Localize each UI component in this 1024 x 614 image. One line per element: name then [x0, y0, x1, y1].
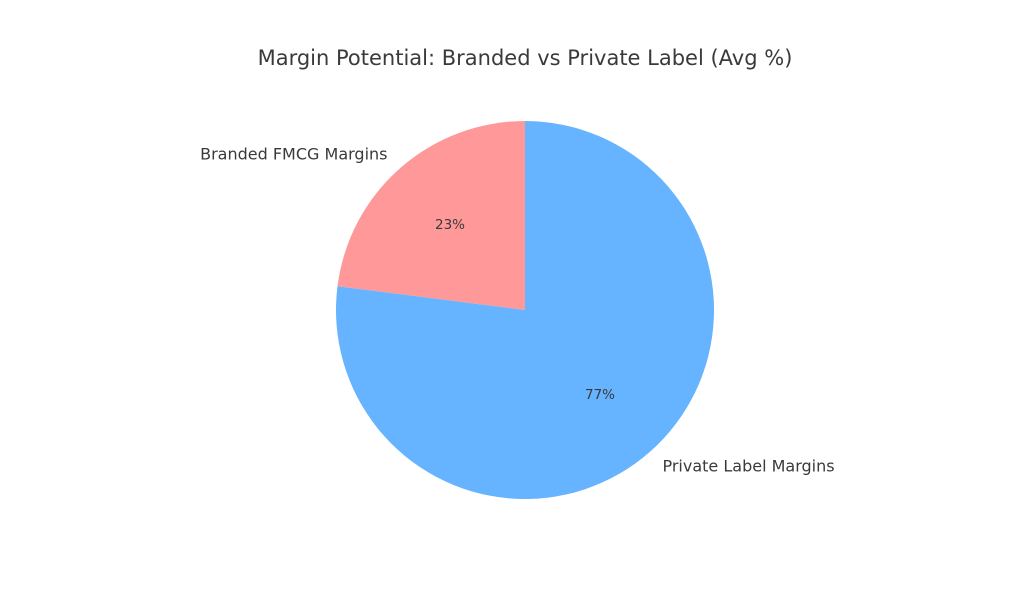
pie-slice-0: [337, 121, 525, 310]
slice-percent-label-1: 77%: [585, 387, 615, 403]
slice-label-1: Private Label Margins: [662, 456, 834, 475]
slice-label-0: Branded FMCG Margins: [200, 145, 387, 164]
chart-title: Margin Potential: Branded vs Private Lab…: [258, 46, 793, 70]
slice-percent-label-0: 23%: [435, 217, 465, 233]
pie-slice-1: [336, 121, 715, 499]
